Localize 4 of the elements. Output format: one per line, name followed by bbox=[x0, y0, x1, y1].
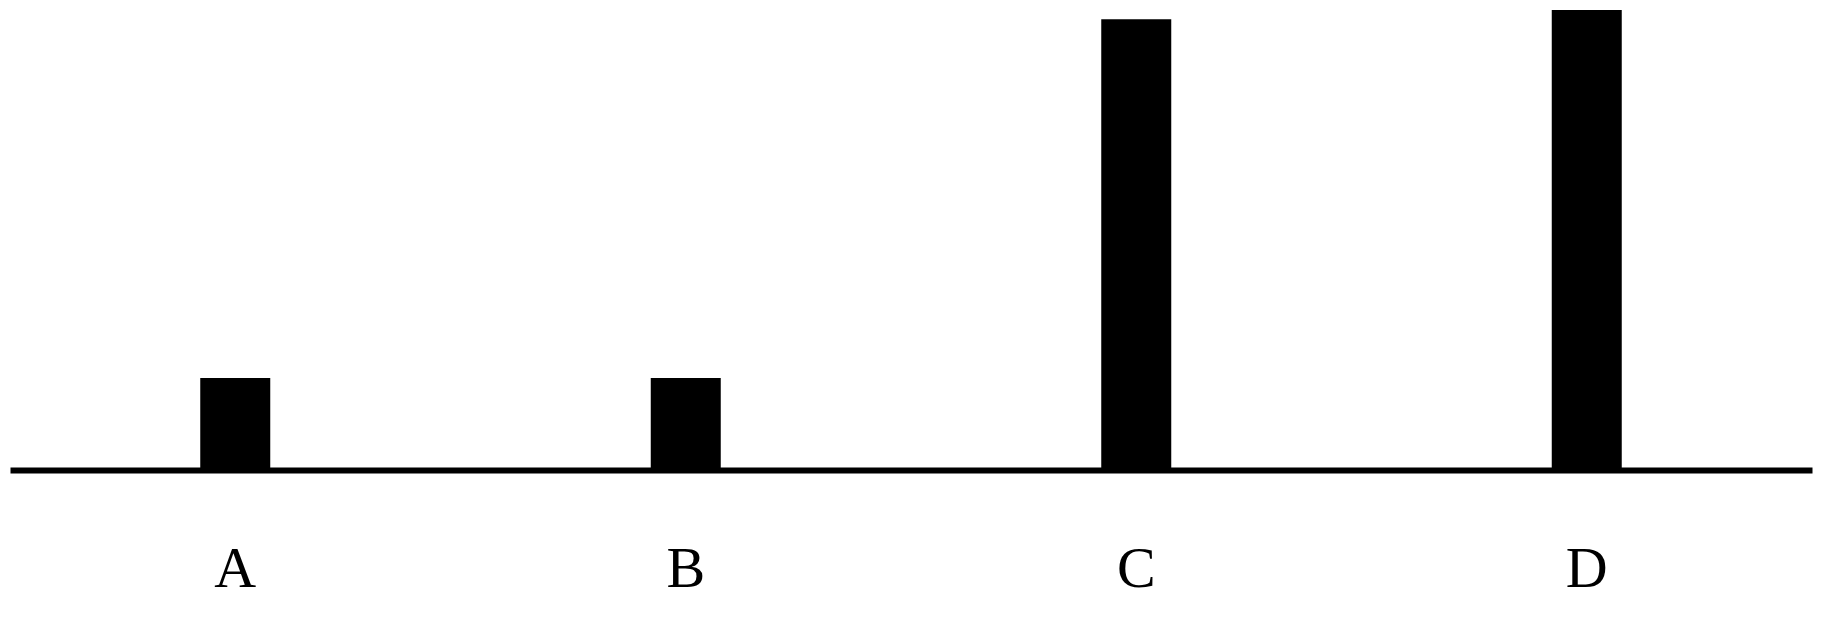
x-tick-label: A bbox=[214, 534, 257, 600]
x-tick-label: B bbox=[666, 534, 706, 600]
x-tick-label: C bbox=[1116, 534, 1156, 600]
x-tick-label: D bbox=[1565, 534, 1608, 600]
